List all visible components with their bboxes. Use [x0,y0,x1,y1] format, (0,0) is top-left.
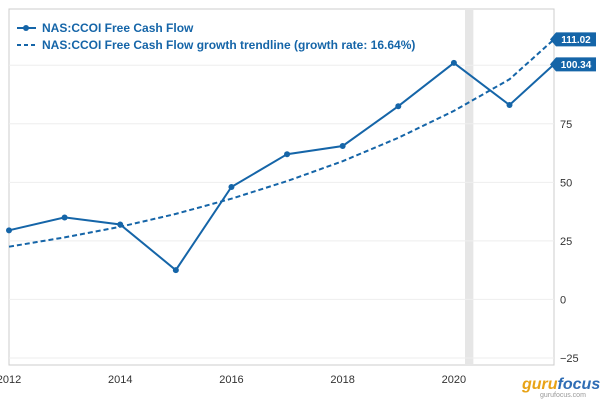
end-value-tag [550,32,596,47]
x-tick-label: 2018 [330,374,354,386]
legend-item-fcf[interactable]: NAS:CCOI Free Cash Flow [17,21,194,35]
data-point[interactable] [117,221,124,228]
x-tick-label: 2014 [108,374,132,386]
data-point[interactable] [61,214,68,221]
end-value-label: 100.34 [561,60,592,71]
watermark-brand: gurufocus [521,376,600,393]
x-tick-label: 2016 [219,374,243,386]
data-point[interactable] [450,59,457,66]
y-axis: −250255075100 [560,60,579,365]
y-tick-label: −25 [560,353,579,365]
grid [9,64,554,359]
highlight-band [465,9,474,365]
plot-frame [8,8,555,366]
data-point[interactable] [228,184,235,190]
end-labels: 100.34 111.02 [550,32,596,72]
legend-label-trendline: NAS:CCOI Free Cash Flow growth trendline… [42,38,415,52]
watermark-url: gurufocus.com [540,392,586,399]
series-line-1[interactable] [8,38,555,248]
x-tick-label: 2012 [0,374,21,386]
legend-marker-icon [23,25,29,31]
data-point[interactable] [172,267,179,274]
watermark-logo: gurufocus gurufocus.com [521,376,600,399]
data-point[interactable] [506,102,513,109]
data-point[interactable] [284,151,291,158]
data-point[interactable] [6,227,12,234]
y-tick-label: 0 [560,294,566,306]
end-value-tag [550,57,596,72]
y-tick-label: 50 [560,177,572,189]
legend-label-fcf: NAS:CCOI Free Cash Flow [42,21,194,35]
y-tick-label: 75 [560,119,572,131]
x-tick-label: 2020 [442,374,466,386]
y-tick-label: 25 [560,236,572,248]
legend-item-trendline[interactable]: NAS:CCOI Free Cash Flow growth trendline… [17,38,415,52]
end-value-label: 111.02 [561,35,591,46]
legend: NAS:CCOI Free Cash Flow NAS:CCOI Free Ca… [17,21,415,52]
data-point[interactable] [395,103,402,110]
x-axis: 2012 2014 2016 2018 2020 [0,374,466,386]
data-point[interactable] [339,143,346,150]
